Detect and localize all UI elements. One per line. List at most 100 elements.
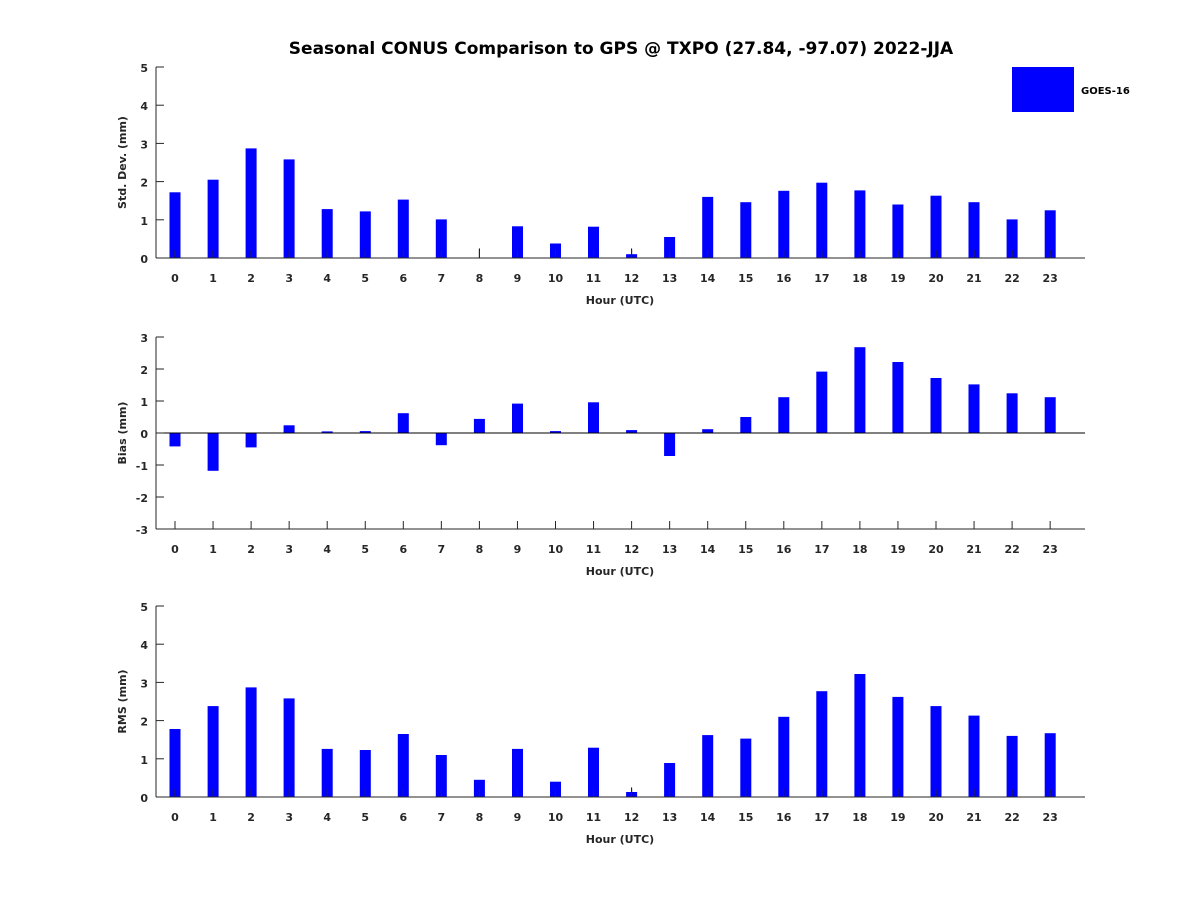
x-tick-label: 8 <box>476 272 484 285</box>
bar <box>397 734 409 797</box>
x-tick-label: 23 <box>1042 272 1057 285</box>
x-tick-label: 2 <box>247 272 255 285</box>
x-tick-label: 16 <box>776 811 792 824</box>
bar <box>473 779 485 797</box>
x-tick-label: 14 <box>700 543 716 556</box>
x-tick-label: 12 <box>624 543 639 556</box>
bar <box>1044 210 1056 259</box>
legend-label: GOES-16 <box>1081 86 1130 97</box>
x-tick-label: 15 <box>738 543 753 556</box>
x-tick-label: 7 <box>438 272 446 285</box>
bar <box>740 738 752 797</box>
x-tick-label: 10 <box>548 272 564 285</box>
x-tick-label: 11 <box>586 272 601 285</box>
x-tick-label: 2 <box>247 811 255 824</box>
x-tick-label: 1 <box>209 272 217 285</box>
x-tick-label: 19 <box>890 272 905 285</box>
bar <box>854 347 866 433</box>
bar <box>968 384 980 433</box>
bar <box>664 763 676 797</box>
x-tick-label: 3 <box>285 811 293 824</box>
bar <box>169 729 181 797</box>
bar <box>854 190 866 258</box>
bar <box>740 202 752 258</box>
y-tick-label: 4 <box>140 100 148 113</box>
x-tick-label: 17 <box>814 543 829 556</box>
bar <box>626 430 638 433</box>
legend: GOES-16 <box>1012 67 1130 112</box>
bar <box>550 431 561 433</box>
x-tick-label: 5 <box>361 543 369 556</box>
x-tick-label: 4 <box>323 272 331 285</box>
bar <box>1006 393 1018 433</box>
bar <box>321 209 333 258</box>
y-tick-label: 2 <box>140 716 148 729</box>
x-tick-label: 5 <box>361 811 369 824</box>
bar <box>397 413 409 433</box>
x-tick-label: 3 <box>285 272 293 285</box>
bar <box>283 159 295 258</box>
bar <box>245 433 257 448</box>
x-tick-label: 6 <box>399 272 407 285</box>
bar <box>702 429 714 433</box>
bar <box>283 425 295 433</box>
bar <box>397 199 409 258</box>
y-tick-label: 4 <box>140 639 148 652</box>
bar <box>968 202 980 258</box>
bar <box>359 431 371 433</box>
bar <box>321 748 333 797</box>
x-tick-label: 20 <box>928 811 944 824</box>
bar <box>892 362 904 433</box>
bar <box>245 687 257 797</box>
y-tick-label: 3 <box>140 332 148 345</box>
x-tick-label: 19 <box>890 543 905 556</box>
y-tick-label: 3 <box>140 138 148 151</box>
x-tick-label: 18 <box>852 272 867 285</box>
x-tick-label: 8 <box>476 811 484 824</box>
bar <box>1006 219 1018 258</box>
y-tick-label: -3 <box>136 524 148 537</box>
chart-title: Seasonal CONUS Comparison to GPS @ TXPO … <box>289 39 954 59</box>
x-tick-label: 23 <box>1042 811 1057 824</box>
bar <box>207 433 219 471</box>
bar <box>359 211 371 258</box>
x-tick-label: 8 <box>476 543 484 556</box>
y-tick-label: 0 <box>140 253 148 266</box>
x-tick-label: 23 <box>1042 543 1057 556</box>
x-tick-label: 10 <box>548 543 564 556</box>
bar <box>740 417 752 433</box>
x-tick-label: 10 <box>548 811 564 824</box>
bar <box>1044 397 1056 433</box>
x-tick-label: 11 <box>586 543 601 556</box>
bar <box>664 433 676 456</box>
bar <box>588 226 599 258</box>
x-tick-label: 21 <box>966 543 981 556</box>
y-tick-label: -2 <box>136 492 148 505</box>
bar <box>702 735 714 797</box>
bar <box>512 403 523 433</box>
x-tick-label: 3 <box>285 543 293 556</box>
y-tick-label: 0 <box>140 428 148 441</box>
bar <box>968 715 980 797</box>
bar <box>1044 733 1056 797</box>
x-tick-label: 5 <box>361 272 369 285</box>
y-tick-label: 2 <box>140 177 148 190</box>
x-tick-label: 22 <box>1004 543 1019 556</box>
x-tick-label: 21 <box>966 272 981 285</box>
bar <box>892 204 904 258</box>
bar <box>588 402 599 433</box>
y-tick-label: 5 <box>140 62 148 75</box>
bar <box>778 397 790 433</box>
x-tick-label: 4 <box>323 543 331 556</box>
x-tick-label: 17 <box>814 811 829 824</box>
x-tick-label: 18 <box>852 811 867 824</box>
bar <box>435 433 447 446</box>
y-tick-label: 1 <box>140 396 148 409</box>
y-tick-label: -1 <box>136 460 148 473</box>
x-axis-label: Hour (UTC) <box>586 565 654 578</box>
x-tick-label: 20 <box>928 272 944 285</box>
